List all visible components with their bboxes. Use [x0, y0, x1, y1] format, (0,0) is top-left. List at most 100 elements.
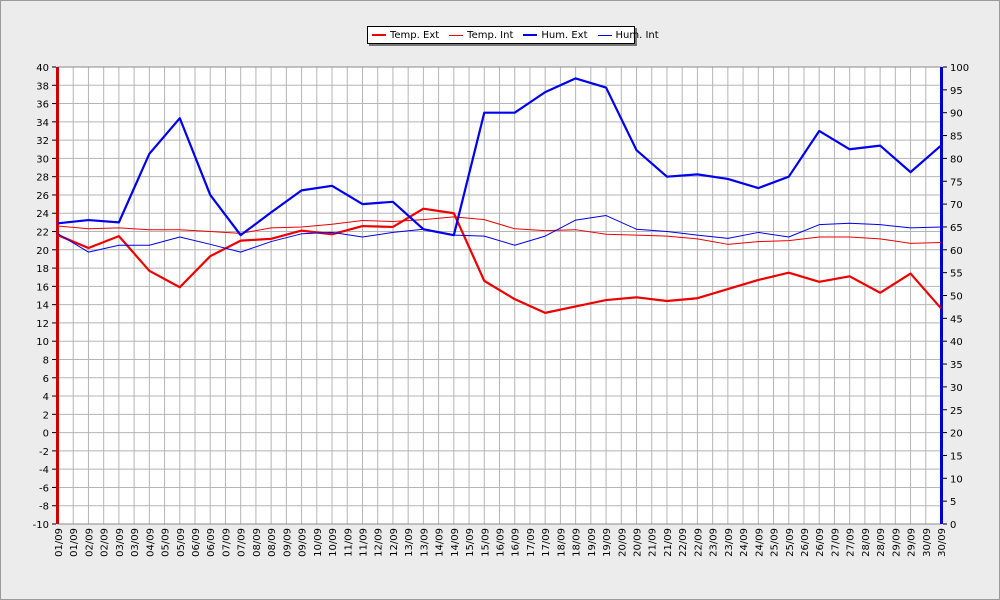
x-axis-tick-label: 17/09 — [541, 528, 552, 557]
x-axis-tick-label: 18/09 — [556, 528, 567, 557]
right-axis-tick-label: 65 — [950, 223, 963, 234]
x-axis-tick-label: 24/09 — [754, 528, 765, 557]
x-axis-tick-label: 20/09 — [617, 528, 628, 557]
x-axis-tick-label: 02/09 — [100, 528, 111, 557]
x-axis-tick-label: 04/09 — [145, 528, 156, 557]
x-axis-tick-label: 25/09 — [770, 528, 781, 557]
legend-swatch — [449, 34, 464, 36]
x-axis-tick-label: 07/09 — [221, 528, 232, 557]
x-axis-tick-label: 05/09 — [161, 528, 172, 557]
x-axis-tick-label: 30/09 — [922, 528, 933, 557]
legend-item: Temp. Ext — [372, 30, 439, 41]
left-axis-tick-label: -4 — [39, 465, 49, 476]
left-axis-tick-label: 40 — [36, 63, 49, 74]
x-axis-tick-label: 22/09 — [678, 528, 689, 557]
x-axis-tick-label: 27/09 — [846, 528, 857, 557]
x-axis-tick-label: 30/09 — [937, 528, 948, 557]
x-axis-tick-label: 27/09 — [830, 528, 841, 557]
series-line-hum-ext — [57, 77, 942, 237]
right-axis-tick-label: 70 — [950, 200, 963, 211]
right-axis-tick-label: 50 — [950, 292, 963, 303]
x-axis-tick-label: 03/09 — [115, 528, 126, 557]
x-axis-tick-label: 19/09 — [602, 528, 613, 557]
x-axis-tick-label: 12/09 — [374, 528, 385, 557]
left-axis-tick-label: 4 — [43, 392, 49, 403]
left-axis-tick-label: 36 — [36, 100, 49, 111]
right-axis-line — [940, 67, 943, 524]
x-axis-tick-label: 20/09 — [633, 528, 644, 557]
x-axis-tick-label: 16/09 — [496, 528, 507, 557]
x-axis-tick-label: 11/09 — [343, 528, 354, 557]
right-axis-tick-label: 55 — [950, 269, 963, 280]
legend-item: Hum. Ext — [523, 29, 588, 41]
x-axis-tick-label: 07/09 — [237, 528, 248, 557]
x-axis-tick-label: 06/09 — [191, 528, 202, 557]
x-axis-tick-label: 23/09 — [709, 528, 720, 557]
right-axis-tick-label: 10 — [950, 474, 963, 485]
x-axis-tick-label: 28/09 — [876, 528, 887, 557]
right-axis-tick-label: 30 — [950, 383, 963, 394]
x-axis-tick-label: 29/09 — [907, 528, 918, 557]
right-axis-tick-label: 5 — [950, 497, 956, 508]
left-axis-tick-label: 26 — [36, 191, 49, 202]
x-axis-tick-label: 03/09 — [130, 528, 141, 557]
left-axis-tick-label: 28 — [36, 173, 49, 184]
x-axis-tick-label: 21/09 — [663, 528, 674, 557]
legend-label: Hum. Int — [615, 29, 659, 41]
left-axis-tick-label: 8 — [43, 355, 49, 366]
right-axis-tick-label: 95 — [950, 86, 963, 97]
x-axis-tick-label: 06/09 — [206, 528, 217, 557]
right-axis-tick-label: 20 — [950, 429, 963, 440]
left-axis-tick-label: 14 — [36, 301, 49, 312]
right-axis-tick-label: 75 — [950, 177, 963, 188]
left-axis-tick-label: 18 — [36, 264, 49, 275]
x-axis-tick-label: 17/09 — [526, 528, 537, 557]
right-axis-tick-label: 45 — [950, 314, 963, 325]
legend-swatch — [523, 34, 538, 36]
legend-label: Temp. Int — [467, 29, 514, 41]
right-axis-tick-label: 25 — [950, 406, 963, 417]
x-axis-tick-label: 22/09 — [693, 528, 704, 557]
x-axis-tick-label: 02/09 — [84, 528, 95, 557]
right-axis-tick-label: 85 — [950, 132, 963, 143]
legend-swatch — [597, 34, 612, 36]
left-axis-tick-label: 0 — [43, 429, 49, 440]
left-axis-tick-label: 24 — [36, 209, 49, 220]
x-axis-tick-label: 10/09 — [328, 528, 339, 557]
right-axis-tick-label: 60 — [950, 246, 963, 257]
x-axis-tick-label: 26/09 — [815, 528, 826, 557]
left-axis-tick-label: 30 — [36, 154, 49, 165]
x-axis-tick-label: 09/09 — [282, 528, 293, 557]
right-axis-tick-label: 40 — [950, 337, 963, 348]
left-axis-tick-label: 12 — [36, 319, 49, 330]
x-axis-tick-label: 28/09 — [861, 528, 872, 557]
series-line-temp-int — [57, 216, 942, 245]
x-axis-tick-label: 13/09 — [419, 528, 430, 557]
left-axis-tick-label: 6 — [43, 374, 49, 385]
left-axis-tick-label: 32 — [36, 136, 49, 147]
left-axis-tick-label: 34 — [36, 118, 49, 129]
x-axis-tick-label: 15/09 — [480, 528, 491, 557]
x-axis-tick-label: 05/09 — [176, 528, 187, 557]
left-axis-line — [56, 67, 59, 524]
x-axis-tick-label: 18/09 — [572, 528, 583, 557]
right-axis-tick-label: 35 — [950, 360, 963, 371]
x-axis-tick-label: 08/09 — [267, 528, 278, 557]
left-axis-tick-label: -10 — [33, 520, 49, 531]
x-axis-tick-label: 14/09 — [450, 528, 461, 557]
series-line-hum-int — [57, 215, 942, 253]
right-axis-tick-label: 90 — [950, 109, 963, 120]
left-axis-tick-label: 20 — [36, 246, 49, 257]
x-axis-tick-label: 24/09 — [739, 528, 750, 557]
left-axis-tick-label: -8 — [39, 502, 49, 513]
left-axis-tick-label: 38 — [36, 81, 49, 92]
right-axis-tick-label: 100 — [950, 63, 969, 74]
left-axis-tick-label: 16 — [36, 282, 49, 293]
legend-label: Temp. Ext — [390, 29, 440, 41]
left-axis-tick-label: -6 — [39, 483, 49, 494]
legend-label: Hum. Ext — [541, 29, 588, 41]
legend-swatch — [372, 34, 386, 36]
chart-legend: Temp. Ext Temp. Int Hum. Ext Hum. Int — [367, 26, 659, 44]
left-axis-tick-label: -2 — [39, 447, 49, 458]
x-axis-tick-label: 13/09 — [404, 528, 415, 557]
